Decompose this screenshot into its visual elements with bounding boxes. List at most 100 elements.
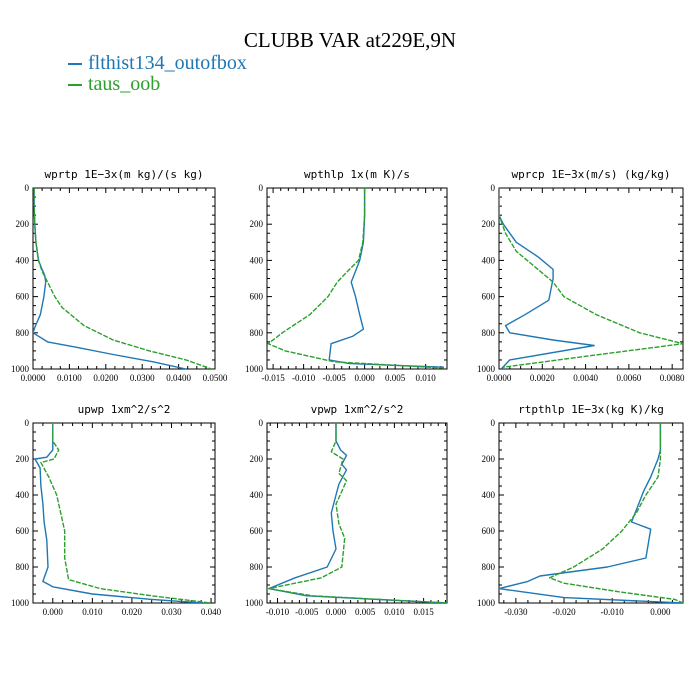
x-tick-label: 0.000	[326, 607, 347, 617]
series-line-taus_oob	[33, 188, 212, 369]
x-tick-label: 0.000	[355, 373, 376, 383]
panel-3: wprcp 1E−3x(m/s) (kg/kg) 0 200 400 600 800 100…	[477, 168, 685, 383]
x-tick-label: 0.000	[43, 607, 64, 617]
x-tick-label: -0.015	[261, 373, 285, 383]
x-tick-label: 0.010	[384, 607, 405, 617]
panel-4: upwp 1xm^2/s^2 0 200 400 600 800 1000 0.000 0.01…	[11, 403, 222, 617]
y-tick-label: 200	[16, 454, 30, 464]
x-tick-label: 0.0000	[487, 373, 512, 383]
x-tick-label: 0.040	[201, 607, 222, 617]
y-tick-label: 0	[491, 418, 496, 428]
panel-title: wprcp 1E−3x(m/s) (kg/kg)	[512, 168, 671, 181]
series-line-flthist134_outofbox	[34, 423, 204, 603]
y-tick-label: 800	[16, 328, 30, 338]
panel-title: upwp 1xm^2/s^2	[78, 403, 171, 416]
legend-entry-2: taus_oob	[68, 73, 160, 96]
x-tick-label: -0.020	[552, 607, 576, 617]
legend-entry-1: flthist134_outofbox	[68, 52, 247, 75]
x-tick-label: 0.0080	[660, 373, 685, 383]
series-line-flthist134_outofbox	[268, 423, 447, 603]
panel-frame	[266, 422, 448, 604]
y-tick-label: 600	[16, 292, 30, 302]
panel-1: wprtp 1E−3x(m kg)/(s kg) 0 200 400 600 800 100…	[11, 168, 228, 383]
y-tick-label: 600	[482, 292, 496, 302]
x-tick-label: 0.0060	[617, 373, 642, 383]
y-tick-label: 800	[482, 328, 496, 338]
y-tick-label: 400	[16, 490, 30, 500]
y-tick-label: 600	[250, 526, 264, 536]
x-tick-label: -0.005	[322, 373, 346, 383]
y-tick-label: 1000	[477, 364, 496, 374]
y-tick-label: 600	[482, 526, 496, 536]
y-tick-label: 0	[25, 418, 30, 428]
y-tick-label: 1000	[245, 598, 264, 608]
y-tick-label: 800	[16, 562, 30, 572]
x-tick-label: -0.005	[295, 607, 319, 617]
legend-swatch-2	[68, 84, 82, 87]
y-tick-label: 200	[16, 219, 30, 229]
panel-frame	[498, 187, 684, 370]
x-tick-label: 0.005	[355, 607, 376, 617]
x-tick-label: 0.0200	[93, 373, 118, 383]
series-line-flthist134_outofbox	[328, 188, 444, 368]
x-tick-label: 0.030	[161, 607, 182, 617]
y-tick-label: 400	[482, 255, 496, 265]
panel-frame	[266, 187, 448, 370]
y-tick-label: 200	[250, 454, 264, 464]
x-tick-label: 0.015	[413, 607, 434, 617]
y-tick-label: 800	[250, 328, 264, 338]
y-tick-label: 200	[482, 454, 496, 464]
series-line-taus_oob	[268, 423, 447, 603]
x-tick-label: 0.0100	[57, 373, 82, 383]
y-tick-label: 800	[482, 562, 496, 572]
x-tick-label: 0.010	[416, 373, 437, 383]
panel-title: wpthlp 1x(m K)/s	[304, 168, 410, 181]
x-tick-label: -0.010	[601, 607, 625, 617]
panel-6: rtpthlp 1E−3x(kg K)/kg02004006008001000-…	[477, 403, 684, 617]
series-line-flthist134_outofbox	[33, 188, 187, 369]
series-line-taus_oob	[267, 188, 444, 369]
y-tick-label: 400	[250, 255, 264, 265]
y-tick-label: 0	[25, 183, 30, 193]
panel-frame	[498, 422, 684, 604]
y-tick-label: 1000	[11, 598, 30, 608]
x-tick-label: 0.005	[385, 373, 406, 383]
legend-swatch-1	[68, 63, 82, 66]
panel-title: vpwp 1xm^2/s^2	[311, 403, 404, 416]
y-tick-label: 400	[250, 490, 264, 500]
x-tick-label: 0.0500	[203, 373, 228, 383]
x-tick-label: 0.010	[82, 607, 103, 617]
y-tick-label: 1000	[245, 364, 264, 374]
series-line-flthist134_outofbox	[499, 188, 595, 369]
y-tick-label: 400	[16, 255, 30, 265]
legend-label-1: flthist134_outofbox	[88, 52, 247, 74]
y-tick-label: 200	[482, 219, 496, 229]
x-tick-label: -0.010	[292, 373, 316, 383]
x-tick-label: 0.0000	[21, 373, 46, 383]
x-tick-label: 0.0400	[166, 373, 191, 383]
series-line-flthist134_outofbox	[499, 423, 683, 603]
x-tick-label: -0.030	[504, 607, 528, 617]
y-tick-label: 1000	[477, 598, 496, 608]
y-tick-label: 0	[259, 183, 264, 193]
panel-title: wprtp 1E−3x(m kg)/(s kg)	[45, 168, 204, 181]
panel-5: vpwp 1xm^2/s^2 0 200 400 600 800 1000-0.010 -0.…	[245, 403, 448, 617]
series-line-taus_oob	[40, 423, 212, 603]
panel-2: wpthlp 1x(m K)/s02004006008001000-0.015-…	[245, 168, 448, 383]
series-line-taus_oob	[548, 423, 683, 603]
x-tick-label: 0.0020	[530, 373, 555, 383]
y-tick-label: 0	[259, 418, 264, 428]
x-tick-label: 0.000	[650, 607, 671, 617]
y-tick-label: 800	[250, 562, 264, 572]
y-tick-label: 600	[16, 526, 30, 536]
y-tick-label: 600	[250, 292, 264, 302]
x-tick-label: -0.010	[266, 607, 290, 617]
y-tick-label: 400	[482, 490, 496, 500]
panel-frame	[32, 187, 216, 370]
panel-title: rtpthlp 1E−3x(kg K)/kg	[518, 403, 664, 416]
x-tick-label: 0.0040	[573, 373, 598, 383]
y-tick-label: 200	[250, 219, 264, 229]
y-tick-label: 1000	[11, 364, 30, 374]
x-tick-label: 0.020	[122, 607, 143, 617]
